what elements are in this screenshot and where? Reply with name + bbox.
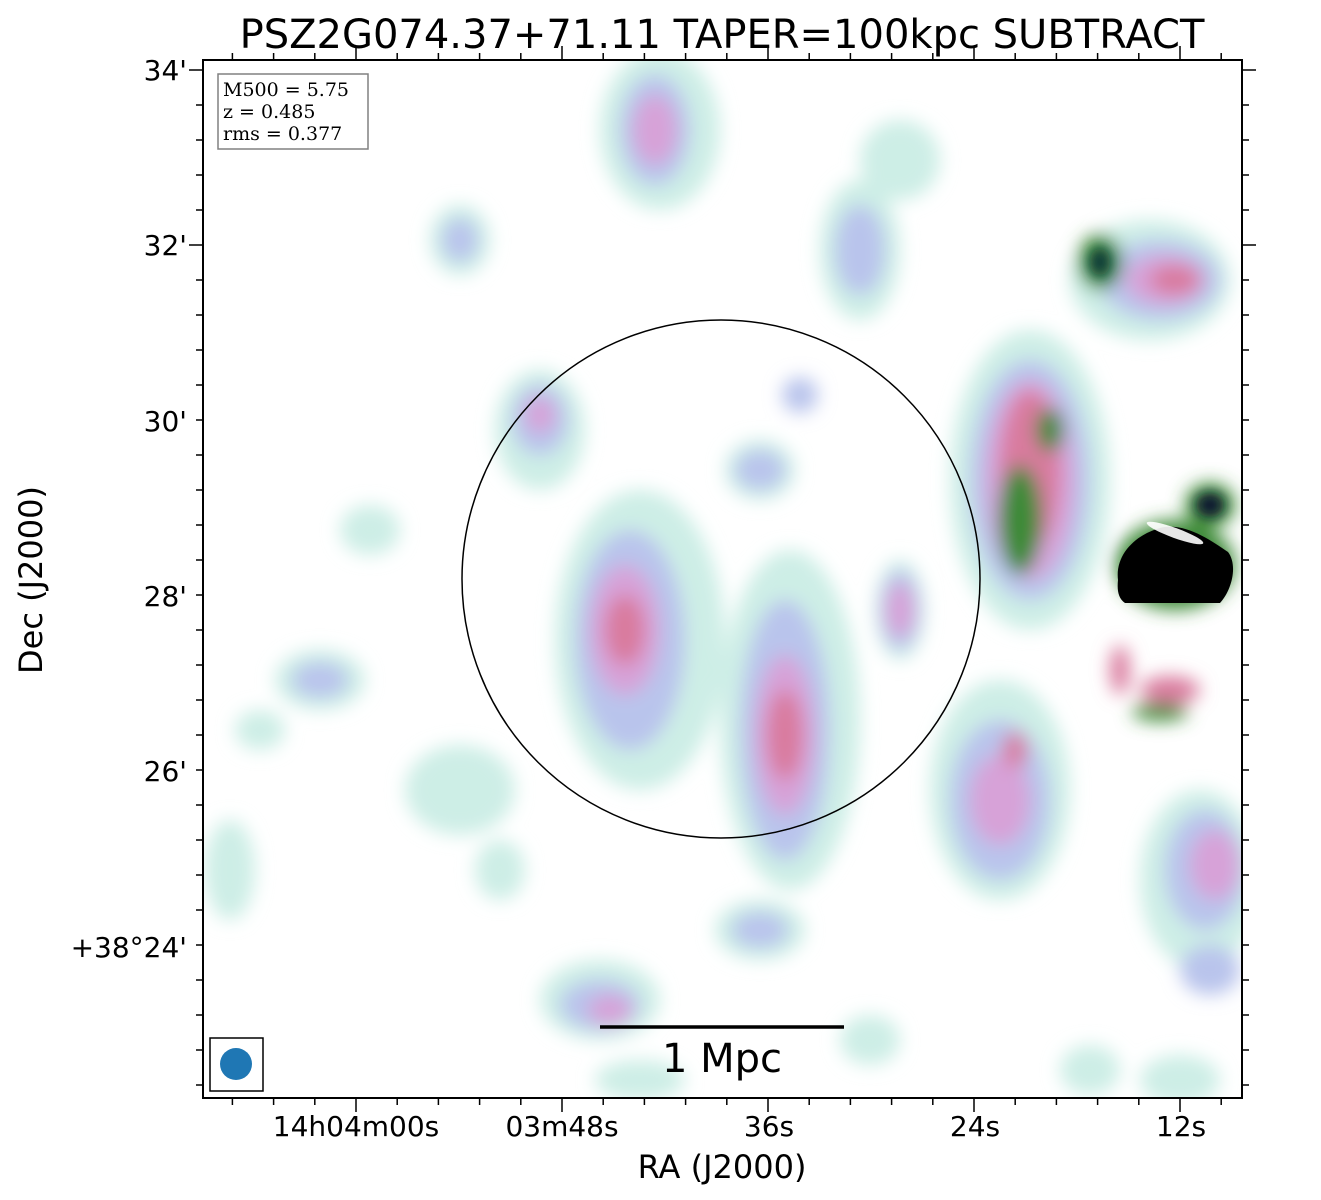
info-box: M500 = 5.75 z = 0.485 rms = 0.377 [217, 73, 369, 150]
y-tick-label: 30' [144, 405, 187, 438]
scale-bar: 1 Mpc [600, 1025, 844, 1082]
beam-ellipse [220, 1048, 252, 1080]
plot-frame [202, 59, 1243, 1099]
plot-title: PSZ2G074.37+71.11 TAPER=100kpc SUBTRACT [240, 12, 1205, 58]
rms-value: rms = 0.377 [223, 123, 342, 145]
y-axis-label: Dec (J2000) [12, 486, 50, 674]
x-tick-label: 03m48s [505, 1110, 618, 1143]
radio-emission-image [205, 60, 1242, 1098]
x-tick-label: 36s [744, 1110, 794, 1143]
x-tick-label: 24s [950, 1110, 1000, 1143]
axis-ticks [189, 46, 1256, 1112]
m500-value: M500 = 5.75 [223, 79, 349, 101]
x-tick-label: 14h04m00s [273, 1110, 440, 1143]
scale-bar-label: 1 Mpc [662, 1036, 782, 1082]
saturated-source [1117, 526, 1234, 603]
y-tick-label: 28' [144, 580, 187, 613]
redshift-value: z = 0.485 [223, 101, 315, 123]
beam-indicator [209, 1037, 264, 1092]
y-tick-label: 34' [144, 54, 187, 87]
x-axis-label: RA (J2000) [638, 1148, 807, 1186]
y-tick-label: 32' [144, 229, 187, 262]
r500-circle [461, 319, 981, 839]
y-tick-label: 26' [144, 755, 187, 788]
x-tick-label: 12s [1156, 1110, 1206, 1143]
y-tick-label: +38°24' [71, 931, 187, 964]
